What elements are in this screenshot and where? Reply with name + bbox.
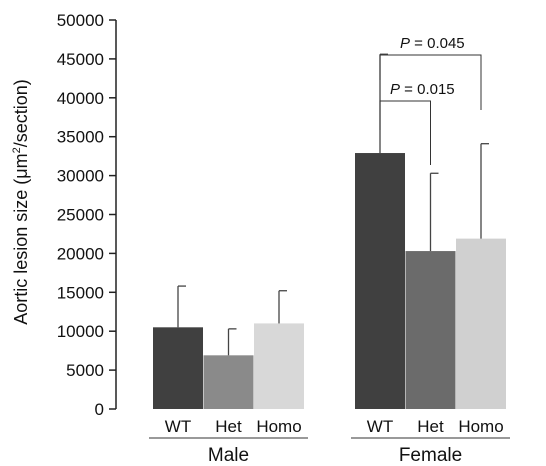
group-label: Male [208, 445, 249, 466]
bar [254, 323, 304, 409]
significance-bracket [379, 54, 482, 110]
category-label: WT [165, 417, 191, 436]
bars [153, 53, 506, 409]
bar [456, 238, 506, 409]
p-value-label: P = 0.045 [400, 35, 465, 52]
category-labels: WT Het Homo Male WT Het Homo Female [149, 417, 510, 466]
y-tick-label: 20000 [57, 244, 104, 263]
bar [153, 327, 203, 409]
p-value-label: P = 0.015 [390, 81, 455, 98]
p-value-symbol: P [400, 35, 410, 52]
category-label: Het [215, 417, 242, 436]
y-tick-label: 15000 [57, 283, 104, 302]
y-tick-label: 45000 [57, 50, 104, 69]
y-tick-label: 35000 [57, 128, 104, 147]
y-axis: 0 5000 10000 15000 20000 25000 30000 35000 40000… [57, 11, 117, 419]
significance-bracket [379, 100, 431, 165]
p-value-number: = 0.045 [410, 35, 465, 52]
y-tick-label: 5000 [66, 361, 104, 380]
y-tick-label: 10000 [57, 322, 104, 341]
bar [203, 355, 254, 409]
y-tick-label: 50000 [57, 11, 104, 30]
y-tick-label: 0 [95, 400, 104, 419]
y-axis-label: Aortic lesion size (μm2/section) [11, 79, 31, 325]
y-tick-label: 40000 [57, 89, 104, 108]
category-label: Homo [256, 417, 301, 436]
p-value-symbol: P [390, 81, 400, 98]
p-value-number: = 0.015 [400, 81, 455, 98]
bar [355, 153, 405, 409]
bar [405, 251, 456, 409]
y-tick-label: 25000 [57, 206, 104, 225]
y-tick-label: 30000 [57, 167, 104, 186]
category-label: Het [417, 417, 444, 436]
group-label: Female [399, 445, 462, 466]
category-label: WT [367, 417, 393, 436]
category-label: Homo [458, 417, 503, 436]
